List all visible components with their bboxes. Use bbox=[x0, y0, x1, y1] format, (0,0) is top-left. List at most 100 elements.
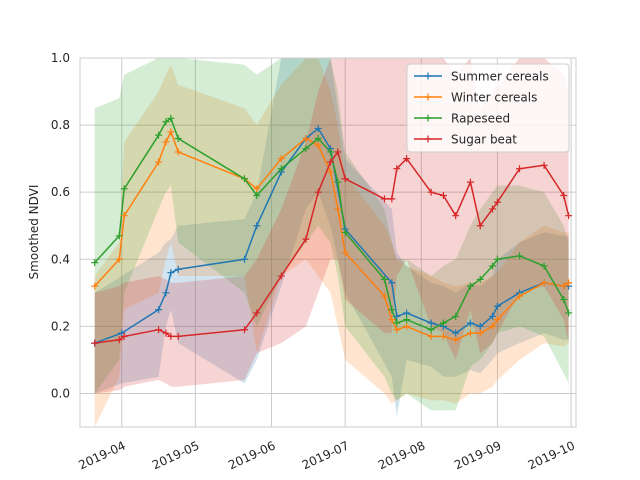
sugar-beat-point bbox=[167, 332, 175, 340]
summer-cereals-point bbox=[393, 312, 401, 320]
summer-cereals-point bbox=[427, 319, 435, 327]
rapeseed-point bbox=[326, 148, 334, 156]
winter-cereals-point bbox=[253, 185, 261, 193]
sugar-beat-point bbox=[241, 326, 249, 334]
rapeseed-point bbox=[476, 275, 484, 283]
legend-marker bbox=[424, 114, 432, 122]
sugar-beat-point bbox=[466, 178, 474, 186]
rapeseed-point bbox=[241, 175, 249, 183]
rapeseed-point bbox=[91, 259, 99, 267]
rapeseed-point bbox=[380, 275, 388, 283]
rapeseed-point bbox=[120, 185, 128, 193]
summer-cereals-point bbox=[167, 269, 175, 277]
legend-marker bbox=[424, 135, 432, 143]
y-axis-label: Smoothed NDVI bbox=[27, 185, 41, 280]
winter-cereals-point bbox=[393, 326, 401, 334]
winter-cereals-point bbox=[380, 292, 388, 300]
sugar-beat-point bbox=[155, 326, 163, 334]
sugar-beat-point bbox=[489, 205, 497, 213]
rapeseed-point bbox=[466, 282, 474, 290]
winter-cereals-point bbox=[466, 329, 474, 337]
winter-cereals-point bbox=[516, 292, 524, 300]
summer-cereals-point bbox=[493, 302, 501, 310]
sugar-beat-point bbox=[334, 148, 342, 156]
y-tick-label: 0.2 bbox=[51, 319, 70, 333]
rapeseed-point bbox=[516, 252, 524, 260]
rapeseed-point bbox=[565, 309, 573, 317]
winter-cereals-point bbox=[565, 279, 573, 287]
summer-cereals-point bbox=[476, 322, 484, 330]
summer-cereals-point bbox=[155, 306, 163, 314]
winter-cereals-point bbox=[427, 332, 435, 340]
rapeseed-point bbox=[540, 262, 548, 270]
summer-cereals-point bbox=[489, 312, 497, 320]
legend-marker bbox=[424, 93, 432, 101]
rapeseed-point bbox=[393, 319, 401, 327]
sugar-beat-point bbox=[253, 309, 261, 317]
winter-cereals-point bbox=[162, 138, 170, 146]
winter-cereals-point bbox=[302, 135, 310, 143]
winter-cereals-point bbox=[489, 322, 497, 330]
sugar-beat-point bbox=[388, 195, 396, 203]
summer-cereals-point bbox=[403, 309, 411, 317]
rapeseed-point bbox=[341, 228, 349, 236]
sugar-beat-point bbox=[493, 198, 501, 206]
winter-cereals-point bbox=[167, 128, 175, 136]
winter-cereals-point bbox=[314, 141, 322, 149]
winter-cereals-line bbox=[94, 131, 570, 341]
rapeseed-point bbox=[439, 319, 447, 327]
rapeseed-point bbox=[162, 118, 170, 126]
rapeseed-point bbox=[314, 135, 322, 143]
summer-cereals-point bbox=[314, 124, 322, 132]
summer-cereals-band bbox=[94, 58, 569, 417]
winter-cereals-point bbox=[341, 249, 349, 257]
winter-cereals-band bbox=[94, 58, 569, 427]
sugar-beat-point bbox=[540, 161, 548, 169]
sugar-beat-point bbox=[439, 192, 447, 200]
winter-cereals-point bbox=[120, 212, 128, 220]
winter-cereals-point bbox=[388, 316, 396, 324]
series-markers bbox=[91, 114, 573, 347]
sugar-beat-point bbox=[380, 195, 388, 203]
rapeseed-point bbox=[115, 232, 123, 240]
legend-box bbox=[406, 63, 570, 153]
sugar-beat-point bbox=[452, 212, 460, 220]
rapeseed-point bbox=[427, 326, 435, 334]
grid bbox=[80, 57, 576, 427]
rapeseed-point bbox=[302, 145, 310, 153]
legend-label: Sugar beat bbox=[451, 133, 517, 147]
legend-label: Winter cereals bbox=[451, 91, 537, 105]
sugar-beat-point bbox=[341, 175, 349, 183]
winter-cereals-point bbox=[476, 329, 484, 337]
summer-cereals-point bbox=[466, 319, 474, 327]
sugar-beat-point bbox=[277, 272, 285, 280]
y-tick-label: 0.0 bbox=[51, 386, 70, 400]
rapeseed-point bbox=[560, 296, 568, 304]
winter-cereals-point bbox=[439, 332, 447, 340]
rapeseed-point bbox=[253, 192, 261, 200]
sugar-beat-point bbox=[115, 336, 123, 344]
sugar-beat-point bbox=[162, 329, 170, 337]
sugar-beat-point bbox=[174, 332, 182, 340]
rapeseed-point bbox=[388, 306, 396, 314]
rapeseed-point bbox=[452, 312, 460, 320]
sugar-beat-point bbox=[302, 235, 310, 243]
y-tick-label: 0.4 bbox=[51, 252, 70, 266]
sugar-beat-point bbox=[326, 158, 334, 166]
confidence-bands bbox=[94, 58, 569, 427]
sugar-beat-point bbox=[427, 188, 435, 196]
summer-cereals-point bbox=[241, 255, 249, 263]
rapeseed-point bbox=[174, 135, 182, 143]
rapeseed-point bbox=[167, 114, 175, 122]
winter-cereals-point bbox=[403, 322, 411, 330]
winter-cereals-point bbox=[155, 158, 163, 166]
winter-cereals-point bbox=[334, 205, 342, 213]
sugar-beat-point bbox=[516, 165, 524, 173]
rapeseed-point bbox=[403, 316, 411, 324]
sugar-beat-point bbox=[403, 155, 411, 163]
sugar-beat-point bbox=[560, 192, 568, 200]
sugar-beat-point bbox=[120, 332, 128, 340]
summer-cereals-point bbox=[162, 289, 170, 297]
y-tick-label: 0.6 bbox=[51, 185, 70, 199]
